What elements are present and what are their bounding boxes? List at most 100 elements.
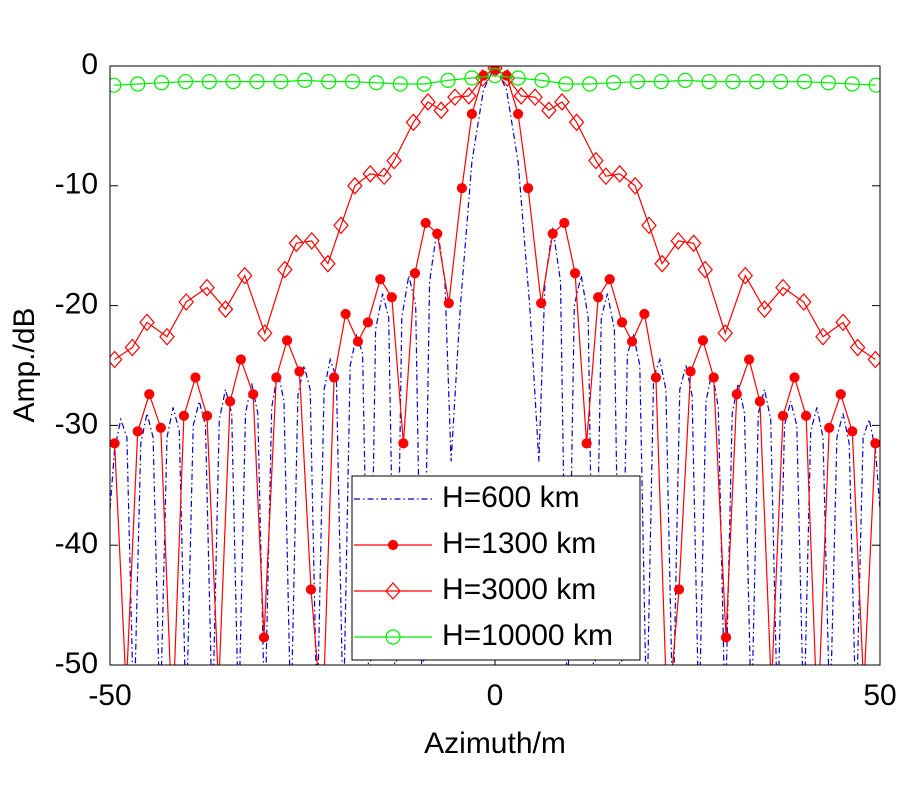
point xyxy=(440,72,456,88)
point xyxy=(487,67,503,84)
point xyxy=(800,410,812,421)
legend-label: H=1300 km xyxy=(442,527,596,560)
point xyxy=(386,151,402,170)
point xyxy=(201,73,217,90)
point xyxy=(398,438,409,449)
y-tick-label: -10 xyxy=(55,168,98,201)
point xyxy=(318,720,327,729)
point xyxy=(867,350,880,369)
legend-label: H=3000 km xyxy=(442,573,596,606)
point xyxy=(605,75,622,91)
point xyxy=(387,539,399,551)
point xyxy=(756,300,773,319)
point xyxy=(616,317,628,328)
point xyxy=(611,164,628,183)
point xyxy=(697,335,709,346)
point xyxy=(653,73,669,90)
point xyxy=(844,76,860,92)
point xyxy=(568,113,585,132)
point xyxy=(512,108,524,120)
y-tick-label: -40 xyxy=(55,527,98,560)
point xyxy=(305,584,317,595)
point xyxy=(754,396,765,407)
point xyxy=(743,354,755,365)
point xyxy=(737,266,754,285)
point xyxy=(420,217,431,229)
point xyxy=(456,183,467,194)
point xyxy=(333,216,349,235)
point xyxy=(708,372,719,383)
point xyxy=(627,176,643,195)
point xyxy=(178,293,195,311)
x-tick-label: 0 xyxy=(487,679,504,712)
point xyxy=(320,254,336,273)
point xyxy=(654,254,670,273)
point xyxy=(701,73,717,90)
point xyxy=(593,292,604,303)
point xyxy=(297,72,313,88)
point xyxy=(392,76,408,92)
legend: H=600 km H=1300 km H=3000 km H=10000 km xyxy=(351,475,641,661)
point xyxy=(773,73,789,90)
x-axis-label: Azimuth/m xyxy=(424,727,566,760)
point xyxy=(235,354,246,365)
point xyxy=(598,167,614,186)
point xyxy=(362,164,379,183)
point xyxy=(820,75,837,91)
point xyxy=(214,684,223,693)
point xyxy=(256,324,273,343)
y-tick-label: -50 xyxy=(55,647,98,680)
point xyxy=(159,327,175,346)
point xyxy=(464,70,480,86)
point xyxy=(386,292,397,303)
point xyxy=(288,234,305,253)
point xyxy=(362,317,374,328)
point xyxy=(835,313,851,332)
point xyxy=(217,300,234,319)
plot-area xyxy=(110,66,880,729)
point xyxy=(849,338,866,357)
point xyxy=(409,268,421,279)
point xyxy=(352,336,364,347)
point xyxy=(376,167,392,186)
point xyxy=(720,632,732,643)
point xyxy=(190,372,201,383)
point xyxy=(731,389,742,400)
point xyxy=(487,66,503,78)
point xyxy=(461,87,477,105)
point xyxy=(416,76,432,92)
point xyxy=(328,372,340,383)
point xyxy=(375,274,386,285)
point xyxy=(443,298,454,309)
point xyxy=(249,73,265,90)
point xyxy=(868,77,880,93)
plot-frame xyxy=(109,65,881,666)
point xyxy=(248,389,259,400)
point xyxy=(340,308,351,320)
point xyxy=(385,629,401,645)
point xyxy=(347,176,363,195)
point xyxy=(225,396,236,407)
point xyxy=(177,73,194,90)
point xyxy=(697,260,714,279)
point xyxy=(130,76,146,92)
point xyxy=(385,582,401,600)
point xyxy=(303,231,320,250)
y-tick-label: 0 xyxy=(81,48,98,81)
point xyxy=(110,77,122,93)
point xyxy=(513,87,529,105)
x-tick-label: 50 xyxy=(863,679,896,712)
legend-label: H=600 km xyxy=(442,481,580,514)
point xyxy=(626,336,638,347)
point xyxy=(629,73,646,90)
point xyxy=(847,426,858,437)
point xyxy=(569,268,581,279)
point xyxy=(536,298,547,309)
point xyxy=(110,350,123,369)
point xyxy=(282,335,293,346)
point xyxy=(547,228,558,239)
point xyxy=(178,410,190,421)
point xyxy=(639,308,650,320)
point xyxy=(273,73,289,90)
point xyxy=(321,73,337,90)
